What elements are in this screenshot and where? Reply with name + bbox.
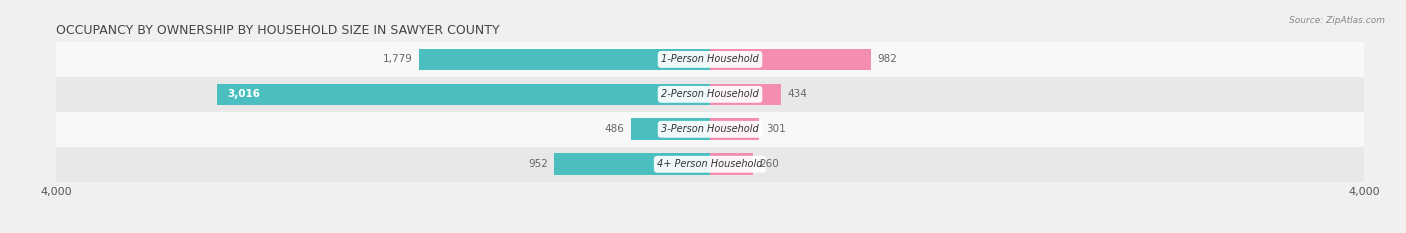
Bar bbox=[217, 84, 710, 105]
Text: 434: 434 bbox=[787, 89, 807, 99]
Text: 982: 982 bbox=[877, 55, 897, 64]
Legend: Owner-occupied, Renter-occupied: Owner-occupied, Renter-occupied bbox=[585, 229, 835, 233]
Text: Source: ZipAtlas.com: Source: ZipAtlas.com bbox=[1289, 16, 1385, 25]
Text: 486: 486 bbox=[605, 124, 624, 134]
Bar bbox=[710, 154, 752, 175]
Text: 3,016: 3,016 bbox=[226, 89, 260, 99]
Text: OCCUPANCY BY OWNERSHIP BY HOUSEHOLD SIZE IN SAWYER COUNTY: OCCUPANCY BY OWNERSHIP BY HOUSEHOLD SIZE… bbox=[56, 24, 501, 37]
Text: 3-Person Household: 3-Person Household bbox=[661, 124, 759, 134]
Bar bbox=[419, 49, 710, 70]
Bar bbox=[710, 49, 870, 70]
Text: 2-Person Household: 2-Person Household bbox=[661, 89, 759, 99]
Bar bbox=[56, 112, 1364, 147]
Text: 1-Person Household: 1-Person Household bbox=[661, 55, 759, 64]
Bar bbox=[710, 84, 780, 105]
Text: 4+ Person Household: 4+ Person Household bbox=[657, 159, 763, 169]
Text: 952: 952 bbox=[529, 159, 548, 169]
Bar bbox=[56, 147, 1364, 182]
Bar bbox=[554, 154, 710, 175]
Text: 301: 301 bbox=[766, 124, 786, 134]
Bar bbox=[56, 42, 1364, 77]
Bar bbox=[631, 118, 710, 140]
Bar bbox=[710, 118, 759, 140]
Bar bbox=[56, 77, 1364, 112]
Text: 260: 260 bbox=[759, 159, 779, 169]
Text: 1,779: 1,779 bbox=[382, 55, 413, 64]
